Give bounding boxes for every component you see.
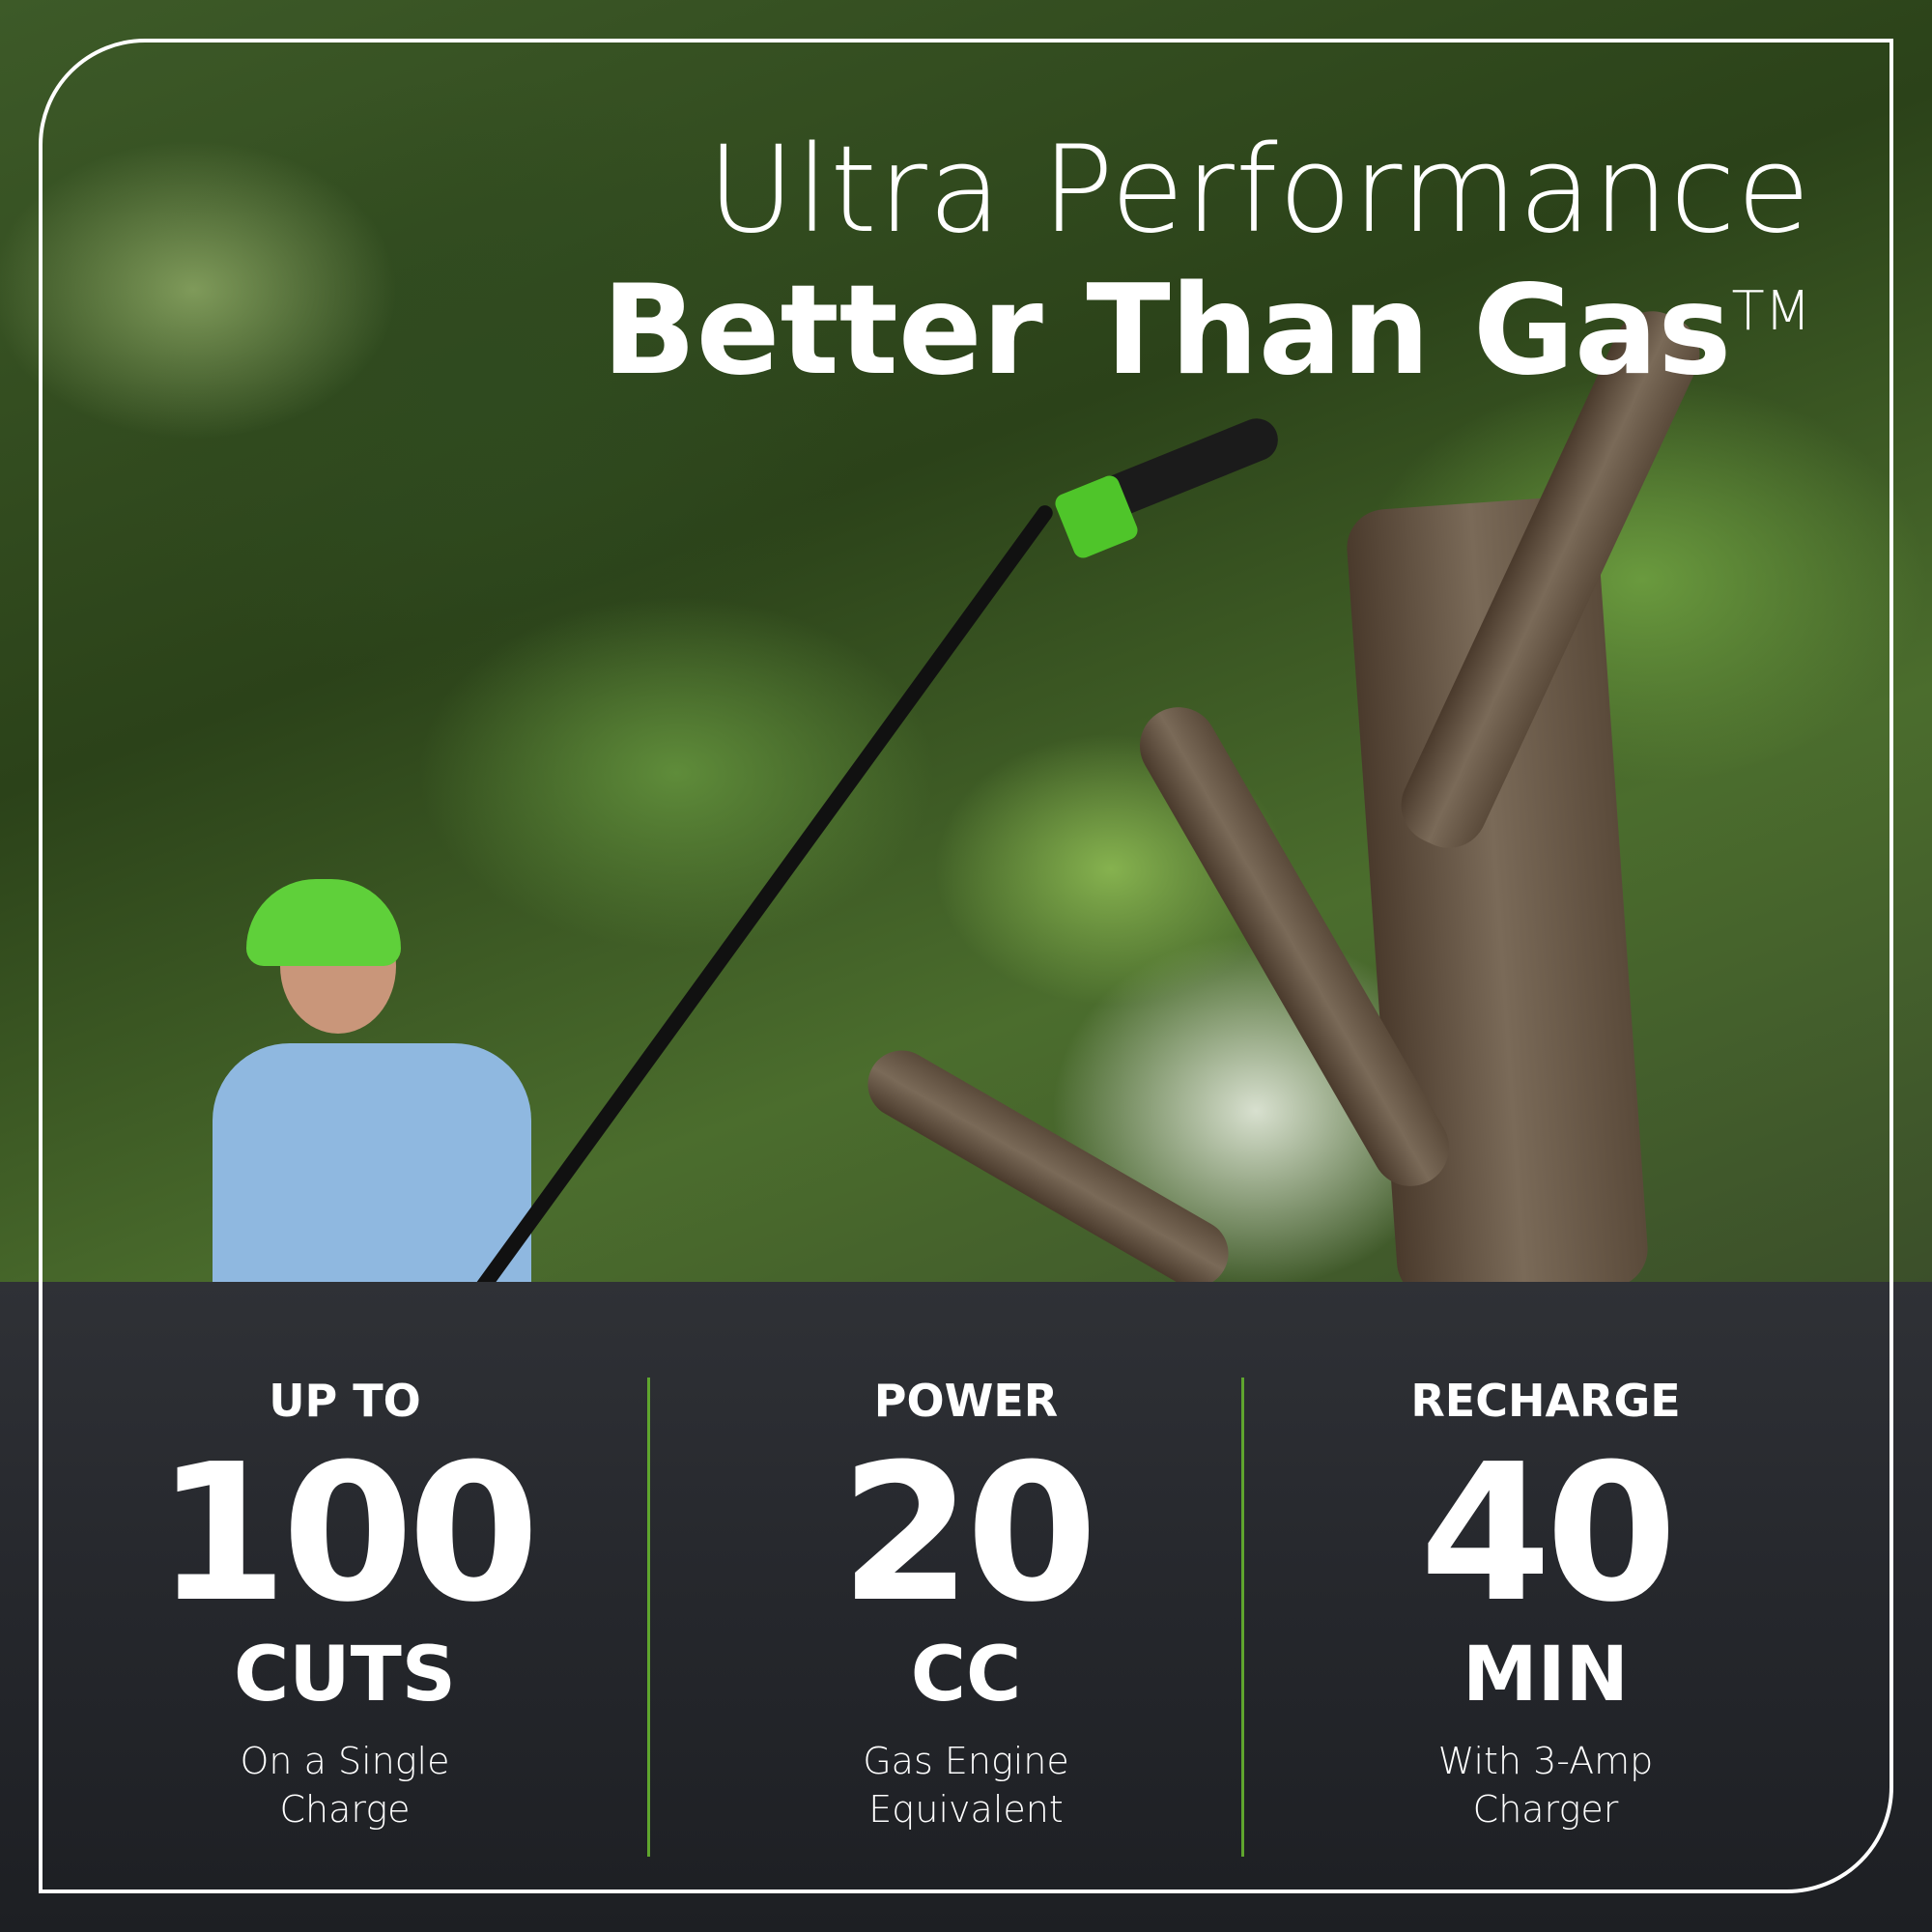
hero-photo-pole-saw-in-tree	[0, 0, 1932, 1282]
desc-line: Charger	[1472, 1788, 1619, 1831]
pole-saw-shaft	[446, 502, 1056, 1282]
stat-power: POWER 20 CC Gas Engine Equivalent	[676, 1372, 1256, 1833]
stat-value: 40	[1419, 1424, 1678, 1644]
desc-line: Gas Engine	[863, 1740, 1069, 1782]
stat-unit: CUTS	[234, 1632, 456, 1719]
stat-unit: MIN	[1463, 1632, 1629, 1719]
desc-line: Charge	[279, 1788, 411, 1831]
person-blue-shirt	[213, 1043, 531, 1282]
stat-cuts: UP TO 100 CUTS On a Single Charge	[55, 1372, 635, 1833]
stat-description: Gas Engine Equivalent	[676, 1737, 1256, 1833]
headline-line2: Better Than GasTM	[602, 259, 1811, 403]
trademark: TM	[1731, 280, 1811, 343]
stats-panel	[0, 1282, 1932, 1932]
stat-value: 100	[156, 1424, 539, 1644]
stat-divider	[1241, 1378, 1244, 1857]
tree-branch	[855, 1037, 1241, 1282]
stat-label: UP TO	[269, 1375, 421, 1427]
stat-value: 20	[839, 1424, 1098, 1644]
stat-divider	[647, 1378, 650, 1857]
headline-line1: Ultra Performance	[707, 121, 1811, 260]
green-hard-hat	[246, 879, 401, 966]
stat-unit: CC	[910, 1632, 1022, 1719]
stat-label: POWER	[873, 1375, 1059, 1427]
headline-line2-text: Better Than Gas	[602, 259, 1732, 403]
desc-line: With 3-Amp	[1437, 1740, 1654, 1782]
stat-description: With 3-Amp Charger	[1256, 1737, 1835, 1833]
stat-label: RECHARGE	[1410, 1375, 1681, 1427]
stat-recharge: RECHARGE 40 MIN With 3-Amp Charger	[1256, 1372, 1835, 1833]
desc-line: On a Single	[240, 1740, 450, 1782]
desc-line: Equivalent	[868, 1788, 1064, 1831]
stat-description: On a Single Charge	[55, 1737, 635, 1833]
